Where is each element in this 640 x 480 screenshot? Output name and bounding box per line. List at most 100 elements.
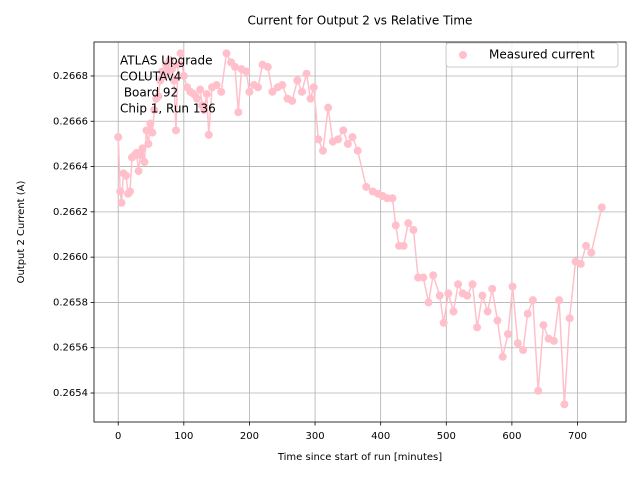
data-point (473, 323, 482, 332)
data-point (388, 194, 397, 203)
data-point (297, 87, 306, 96)
data-point (314, 135, 323, 144)
data-point (560, 400, 569, 409)
data-point (334, 135, 343, 144)
data-point (549, 336, 558, 345)
data-point (293, 76, 302, 85)
y-tick-label: 0.2658 (53, 297, 88, 308)
x-tick-label: 500 (437, 431, 456, 442)
data-point (493, 316, 502, 325)
data-point (168, 65, 177, 74)
data-point (146, 119, 155, 128)
data-point (122, 171, 131, 180)
y-tick-label: 0.2662 (53, 207, 88, 218)
data-point (587, 248, 596, 257)
x-tick-label: 600 (502, 431, 521, 442)
data-point (176, 49, 185, 58)
data-point (268, 87, 277, 96)
data-point (179, 71, 188, 80)
data-point (148, 128, 157, 137)
data-point (478, 291, 487, 300)
data-point (234, 108, 243, 117)
data-point (534, 386, 543, 395)
data-point (399, 241, 408, 250)
data-point (144, 139, 153, 148)
data-point (348, 133, 357, 142)
axes-frame (93, 41, 627, 423)
data-point (429, 271, 438, 280)
data-point (539, 321, 548, 330)
data-point (114, 133, 123, 142)
data-point (117, 198, 126, 207)
chart-title: Current for Output 2 vs Relative Time (248, 14, 473, 28)
data-point (513, 339, 522, 348)
data-point (222, 49, 231, 58)
data-point (196, 85, 205, 94)
data-point (528, 296, 537, 305)
data-point (439, 318, 448, 327)
x-axis-label: Time since start of run [minutes] (277, 452, 442, 463)
legend-marker (459, 51, 467, 59)
data-point (565, 314, 574, 323)
data-point (242, 67, 251, 76)
data-point (154, 92, 163, 101)
data-point (138, 144, 147, 153)
x-tick-label: 0 (115, 431, 121, 442)
annotation: ATLAS Upgrade (120, 54, 213, 68)
y-tick-label: 0.2660 (53, 252, 88, 263)
data-point (200, 105, 209, 114)
data-point (463, 291, 472, 300)
data-point (140, 158, 149, 167)
data-point (597, 203, 606, 212)
legend-box (445, 42, 619, 68)
data-point (263, 62, 272, 71)
data-point (435, 291, 444, 300)
data-point (444, 289, 453, 298)
data-point (503, 330, 512, 339)
data-point (231, 62, 240, 71)
data-point (409, 225, 418, 234)
data-point (166, 56, 175, 65)
data-point (488, 284, 497, 293)
y-tick-label: 0.2664 (53, 162, 88, 173)
data-point (582, 241, 591, 250)
x-tick-label: 300 (306, 431, 325, 442)
data-point (169, 76, 178, 85)
data-point (324, 103, 333, 112)
data-point (309, 83, 318, 92)
y-tick-label: 0.2666 (53, 116, 88, 127)
data-point (116, 187, 125, 196)
data-point (212, 81, 221, 90)
data-point (134, 167, 143, 176)
data-point (306, 94, 315, 103)
data-point (278, 81, 287, 90)
data-point (404, 219, 413, 228)
data-point (339, 126, 348, 135)
y-axis-label: Output 2 Current (A) (16, 180, 27, 283)
data-point (419, 273, 428, 282)
data-point (391, 221, 400, 230)
data-point (353, 146, 362, 155)
data-point (362, 182, 371, 191)
x-tick-label: 100 (174, 431, 193, 442)
annotation: Chip 1, Run 136 (120, 102, 216, 116)
data-point (519, 345, 528, 354)
data-point (318, 146, 327, 155)
annotation: Board 92 (120, 86, 178, 100)
data-point (253, 83, 262, 92)
data-point (192, 94, 201, 103)
data-point (523, 309, 532, 318)
data-point (136, 151, 145, 160)
data-point (150, 105, 159, 114)
data-point (173, 60, 182, 69)
data-point (217, 87, 226, 96)
x-tick-label: 400 (371, 431, 390, 442)
data-point (204, 130, 213, 139)
data-point (498, 352, 507, 361)
y-tick-label: 0.2668 (53, 71, 88, 82)
data-point (343, 139, 352, 148)
data-point (555, 296, 564, 305)
legend-label: Measured current (489, 48, 595, 62)
y-tick-label: 0.2656 (53, 343, 88, 354)
